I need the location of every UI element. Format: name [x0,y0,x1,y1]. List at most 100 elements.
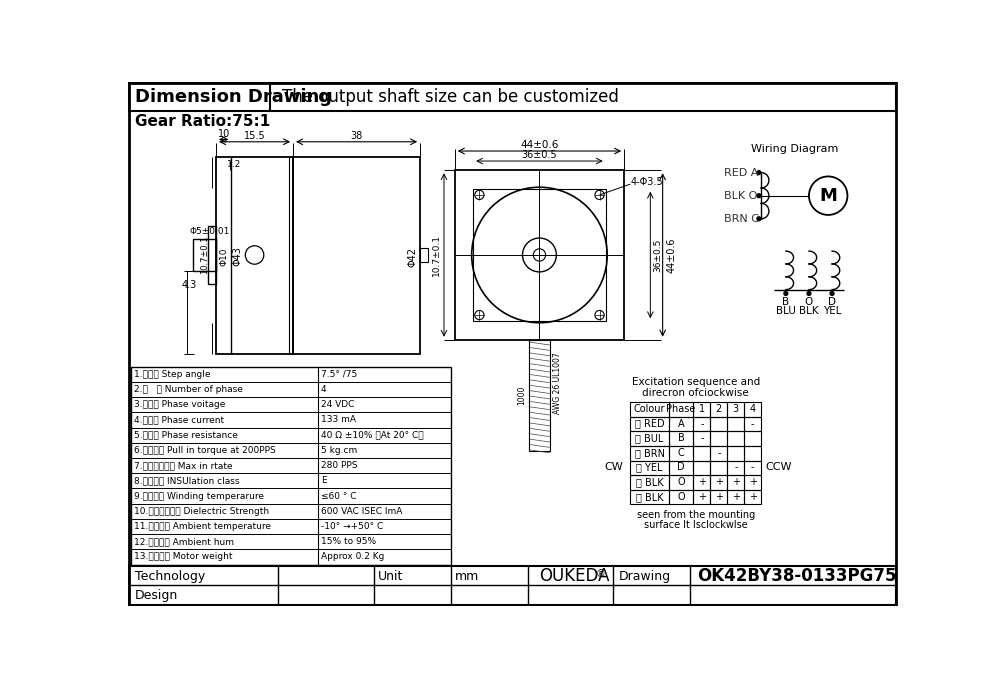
Text: 4: 4 [321,385,326,394]
Text: CCW: CCW [765,462,791,473]
Text: E: E [321,476,326,486]
Text: 黄 YEL: 黄 YEL [636,462,663,473]
Bar [293,157,420,353]
Text: 9.线圈温升 Winding temperarure: 9.线圈温升 Winding temperarure [134,492,264,501]
Text: +: + [715,492,723,502]
Text: +: + [749,477,757,487]
Text: Phase: Phase [666,404,696,414]
Text: Drawing: Drawing [619,569,671,582]
Text: 44±0.6: 44±0.6 [666,237,676,272]
Text: 红 RED: 红 RED [635,419,664,428]
Text: 3: 3 [733,404,739,414]
Bar [129,83,896,111]
Text: ≤60 ° C: ≤60 ° C [321,492,356,501]
Circle shape [830,291,834,296]
Bar [693,431,710,446]
Text: +: + [749,492,757,502]
Bar [630,475,669,490]
Bar [744,402,761,417]
Bar [727,490,744,505]
Bar [216,157,293,353]
Bar [727,417,744,431]
Text: -: - [700,433,704,443]
Text: 1000: 1000 [517,385,526,405]
Text: -: - [751,419,754,428]
Text: 2.相   数 Number of phase: 2.相 数 Number of phase [134,385,243,394]
Text: 12.环境湿度 Ambient hum: 12.环境湿度 Ambient hum [134,537,234,546]
Text: Design: Design [135,589,178,602]
Bar [669,431,693,446]
Text: BRN C: BRN C [724,214,759,224]
Bar [710,431,727,446]
Text: OK42BY38-0133PG75: OK42BY38-0133PG75 [697,567,897,585]
Bar [727,402,744,417]
Text: 3.相电压 Phase voitage: 3.相电压 Phase voitage [134,400,225,409]
Text: Gear Ratio:75:1: Gear Ratio:75:1 [135,114,270,129]
Circle shape [784,291,788,296]
Circle shape [757,217,761,221]
Text: +: + [732,492,740,502]
Text: Unit: Unit [378,569,403,582]
Text: 1.步距角 Step angle: 1.步距角 Step angle [134,370,210,379]
Bar [744,460,761,475]
Bar [727,446,744,460]
Text: 7.5° /75: 7.5° /75 [321,370,357,379]
Bar [529,340,550,452]
Text: 10: 10 [218,129,230,139]
Bar [744,475,761,490]
Text: 4.相电流 Phase current: 4.相电流 Phase current [134,415,224,424]
Bar [630,446,669,460]
Bar [710,490,727,505]
Text: O: O [805,297,813,307]
Text: 15% to 95%: 15% to 95% [321,537,376,546]
Text: A: A [678,419,684,428]
Text: ®: ® [596,569,605,579]
Bar [710,402,727,417]
Text: Approx 0.2 Kg: Approx 0.2 Kg [321,552,384,561]
Text: O: O [677,492,685,502]
Text: C: C [678,448,685,458]
Text: 36±0.5: 36±0.5 [653,238,662,272]
Text: seen from the mounting: seen from the mounting [637,510,755,520]
Bar [693,446,710,460]
Text: 8.防护等级 INSUlation class: 8.防护等级 INSUlation class [134,476,239,486]
Bar [693,490,710,505]
Bar [669,402,693,417]
Text: B: B [678,433,685,443]
Text: mm: mm [455,569,479,582]
Text: +: + [732,477,740,487]
Bar [744,417,761,431]
Text: AWG 26 UL1007: AWG 26 UL1007 [553,353,562,415]
Text: 黑 BLK: 黑 BLK [636,492,663,502]
Text: -: - [700,419,704,428]
Bar [669,460,693,475]
Text: 1: 1 [699,404,705,414]
Circle shape [757,171,761,174]
Text: BLK O: BLK O [724,191,758,201]
Text: 36±0.5: 36±0.5 [522,150,557,160]
Text: 15.5: 15.5 [244,131,265,140]
Text: Φ10: Φ10 [219,247,228,266]
Text: 10.7±0.1: 10.7±0.1 [432,234,441,276]
Text: OUKEDA: OUKEDA [539,567,610,585]
Bar [630,417,669,431]
Text: B: B [782,297,789,307]
Text: 13.电机重量 Motor weight: 13.电机重量 Motor weight [134,552,232,561]
Text: D: D [828,297,836,307]
Circle shape [757,194,761,197]
Text: +: + [698,477,706,487]
Bar [693,475,710,490]
Text: +: + [698,492,706,502]
Text: Φ42: Φ42 [407,247,417,266]
Text: 4.3: 4.3 [181,280,197,290]
Bar [630,490,669,505]
Circle shape [807,291,811,296]
Bar [208,227,216,284]
Bar [693,460,710,475]
Bar [669,446,693,460]
Text: -: - [734,462,738,473]
Text: CW: CW [604,462,623,473]
Text: Φ43: Φ43 [233,247,243,266]
Bar [710,417,727,431]
Text: 600 VAC ISEC ImA: 600 VAC ISEC ImA [321,507,402,516]
